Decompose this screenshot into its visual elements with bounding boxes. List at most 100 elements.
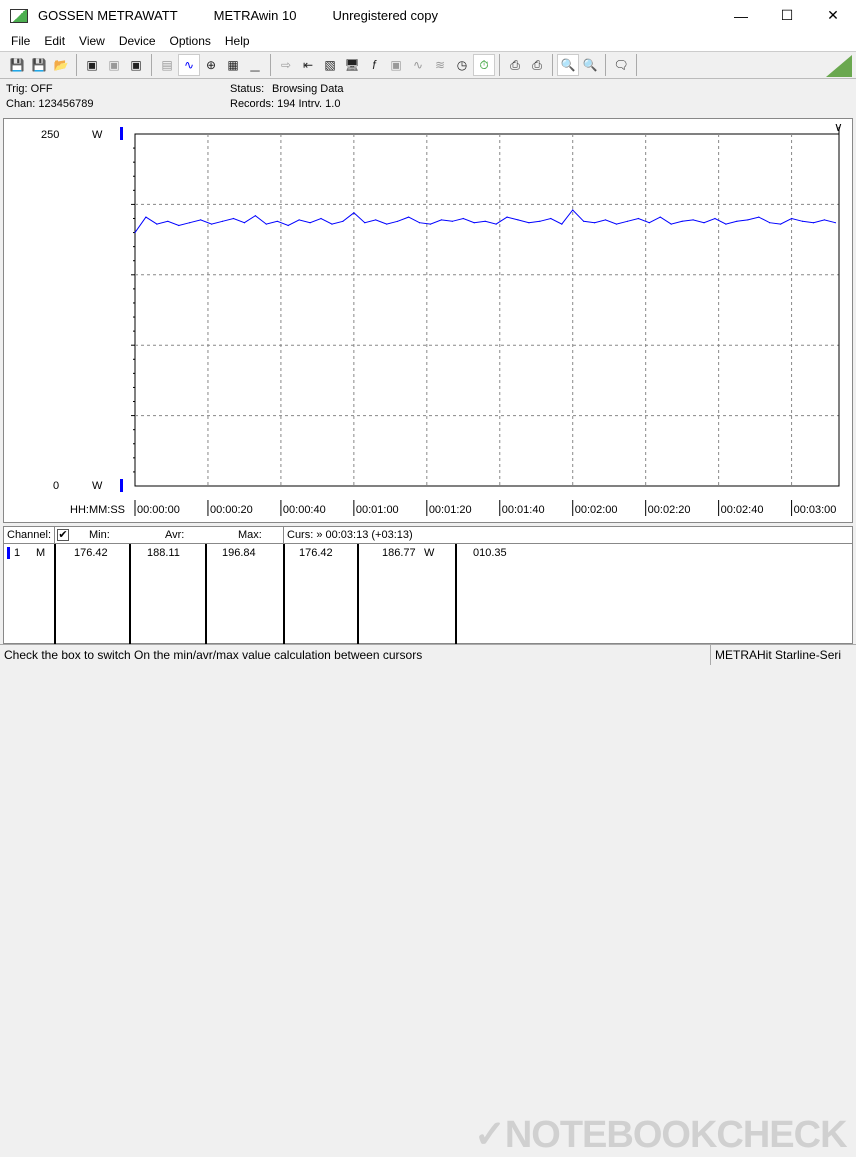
save-as-icon[interactable]: 💾 bbox=[31, 58, 47, 72]
minimize-button[interactable]: — bbox=[734, 7, 748, 24]
read-memory-icon[interactable]: ▣ bbox=[130, 58, 142, 72]
data-point bbox=[156, 223, 158, 225]
data-point bbox=[265, 223, 267, 225]
x-tick-label: 00:02:20 bbox=[648, 504, 691, 516]
column-divider bbox=[54, 544, 56, 645]
menu-help[interactable]: Help bbox=[224, 34, 250, 48]
data-point bbox=[703, 222, 705, 224]
min-header: Min: bbox=[89, 529, 110, 541]
print-icon[interactable]: ⎙ bbox=[510, 57, 520, 72]
toolbar-separator bbox=[552, 54, 553, 76]
plot-frame bbox=[134, 133, 840, 487]
toolbar-separator bbox=[636, 54, 637, 76]
device-icon[interactable]: ▣ bbox=[390, 58, 402, 72]
stopwatch-icon[interactable]: ⏱ bbox=[473, 54, 495, 76]
toolbar-separator bbox=[270, 54, 271, 76]
avr-header: Avr: bbox=[165, 529, 185, 541]
status-value: Browsing Data bbox=[272, 83, 344, 95]
menu-device[interactable]: Device bbox=[118, 34, 156, 48]
clock-icon[interactable]: ◷ bbox=[456, 58, 468, 72]
column-divider bbox=[455, 544, 457, 645]
data-point bbox=[714, 217, 716, 220]
data-point bbox=[801, 220, 804, 222]
channel-number: 1 bbox=[14, 547, 21, 559]
max-header: Max: bbox=[238, 529, 262, 541]
data-point bbox=[769, 222, 771, 224]
column-divider bbox=[357, 544, 359, 645]
maximize-button[interactable]: ☐ bbox=[780, 7, 794, 23]
zoom-peak-icon[interactable]: 🔍 bbox=[582, 58, 598, 72]
read-device-icon[interactable]: ▣ bbox=[86, 58, 98, 72]
data-point bbox=[681, 220, 683, 222]
y-min-label: 0 bbox=[53, 480, 59, 492]
close-button[interactable]: ✕ bbox=[827, 7, 839, 23]
menu-edit[interactable]: Edit bbox=[44, 34, 66, 48]
top-cursor-marker bbox=[120, 127, 123, 140]
printer-icon[interactable]: ⎙ bbox=[532, 57, 542, 72]
data-point bbox=[331, 223, 333, 225]
export-icon[interactable]: ⇤ bbox=[302, 58, 314, 72]
zoom-wave-icon[interactable]: 🔍 bbox=[557, 54, 579, 76]
open-folder-icon[interactable]: 📂 bbox=[53, 58, 69, 72]
status-device: METRAHit Starline-Seri bbox=[715, 648, 842, 662]
logger-icon[interactable]: ▧ bbox=[324, 58, 336, 72]
data-point bbox=[429, 223, 432, 225]
data-point bbox=[834, 222, 836, 224]
y-max-label: 250 bbox=[41, 129, 59, 141]
function-icon[interactable]: f bbox=[372, 58, 376, 72]
y-unit-top: W bbox=[92, 129, 103, 141]
data-point bbox=[211, 223, 213, 225]
display-digital-icon[interactable]: ▤ bbox=[161, 58, 173, 72]
line-chart[interactable]: 00:00:00 00:00:20 00:00:40 00:01:00 00:01:20… bbox=[4, 119, 852, 522]
read-device-disabled-icon[interactable]: ▣ bbox=[108, 58, 120, 72]
toolbar-separator bbox=[76, 54, 77, 76]
data-point bbox=[145, 216, 147, 218]
data-point bbox=[243, 222, 246, 224]
menu-view[interactable]: View bbox=[79, 34, 105, 48]
status-bar: Check the box to switch On the min/avr/m… bbox=[0, 644, 856, 665]
monitor-icon[interactable]: 🖥 bbox=[344, 58, 360, 72]
display-graph-icon[interactable]: ∿ bbox=[178, 54, 200, 76]
data-point bbox=[528, 222, 530, 224]
data-point bbox=[418, 222, 421, 224]
data-point bbox=[407, 216, 410, 218]
avr-value: 188.11 bbox=[147, 547, 180, 559]
app-title: METRAwin 10 bbox=[213, 8, 297, 23]
x-tick-label: 00:01:40 bbox=[502, 504, 545, 516]
menu-bar: File Edit View Device Options Help bbox=[0, 31, 856, 51]
data-point bbox=[572, 209, 574, 211]
data-point bbox=[375, 219, 377, 221]
x-tick-label: 00:01:00 bbox=[356, 504, 399, 516]
data-point bbox=[517, 219, 519, 221]
x-tick-label: 00:01:20 bbox=[429, 504, 472, 516]
data-point bbox=[550, 217, 552, 220]
data-point bbox=[134, 231, 136, 234]
data-point bbox=[462, 217, 464, 220]
cursor-header: Curs: » 00:03:13 (+03:13) bbox=[287, 529, 413, 541]
toolbar-separator bbox=[605, 54, 606, 76]
wave-grid-icon[interactable]: ≋ bbox=[434, 58, 446, 72]
crosshair-icon[interactable]: ⊕ bbox=[205, 58, 217, 72]
calc-between-cursors-checkbox[interactable]: ✔ bbox=[57, 529, 69, 541]
menu-file[interactable]: File bbox=[11, 34, 31, 48]
data-point bbox=[790, 217, 793, 220]
data-point bbox=[484, 220, 486, 222]
data-point bbox=[626, 220, 629, 222]
data-point bbox=[287, 224, 289, 227]
wave-icon[interactable]: ∿ bbox=[412, 58, 424, 72]
histogram-icon[interactable]: ▁ bbox=[250, 58, 260, 72]
data-point bbox=[276, 220, 278, 222]
extra-value: 010.35 bbox=[473, 547, 507, 559]
comment-icon[interactable]: 🗨 bbox=[613, 58, 629, 72]
column-divider bbox=[129, 544, 131, 645]
save-icon[interactable]: 💾 bbox=[9, 58, 25, 72]
menu-options[interactable]: Options bbox=[169, 34, 211, 48]
app-logo-icon bbox=[10, 8, 28, 23]
data-point bbox=[736, 220, 738, 222]
column-divider bbox=[283, 544, 285, 645]
trig-label: Trig: OFF bbox=[6, 83, 53, 95]
data-point bbox=[758, 216, 760, 218]
data-point bbox=[615, 223, 618, 225]
transfer-icon[interactable]: ⇨ bbox=[280, 58, 292, 72]
table-icon[interactable]: ▦ bbox=[227, 58, 239, 72]
